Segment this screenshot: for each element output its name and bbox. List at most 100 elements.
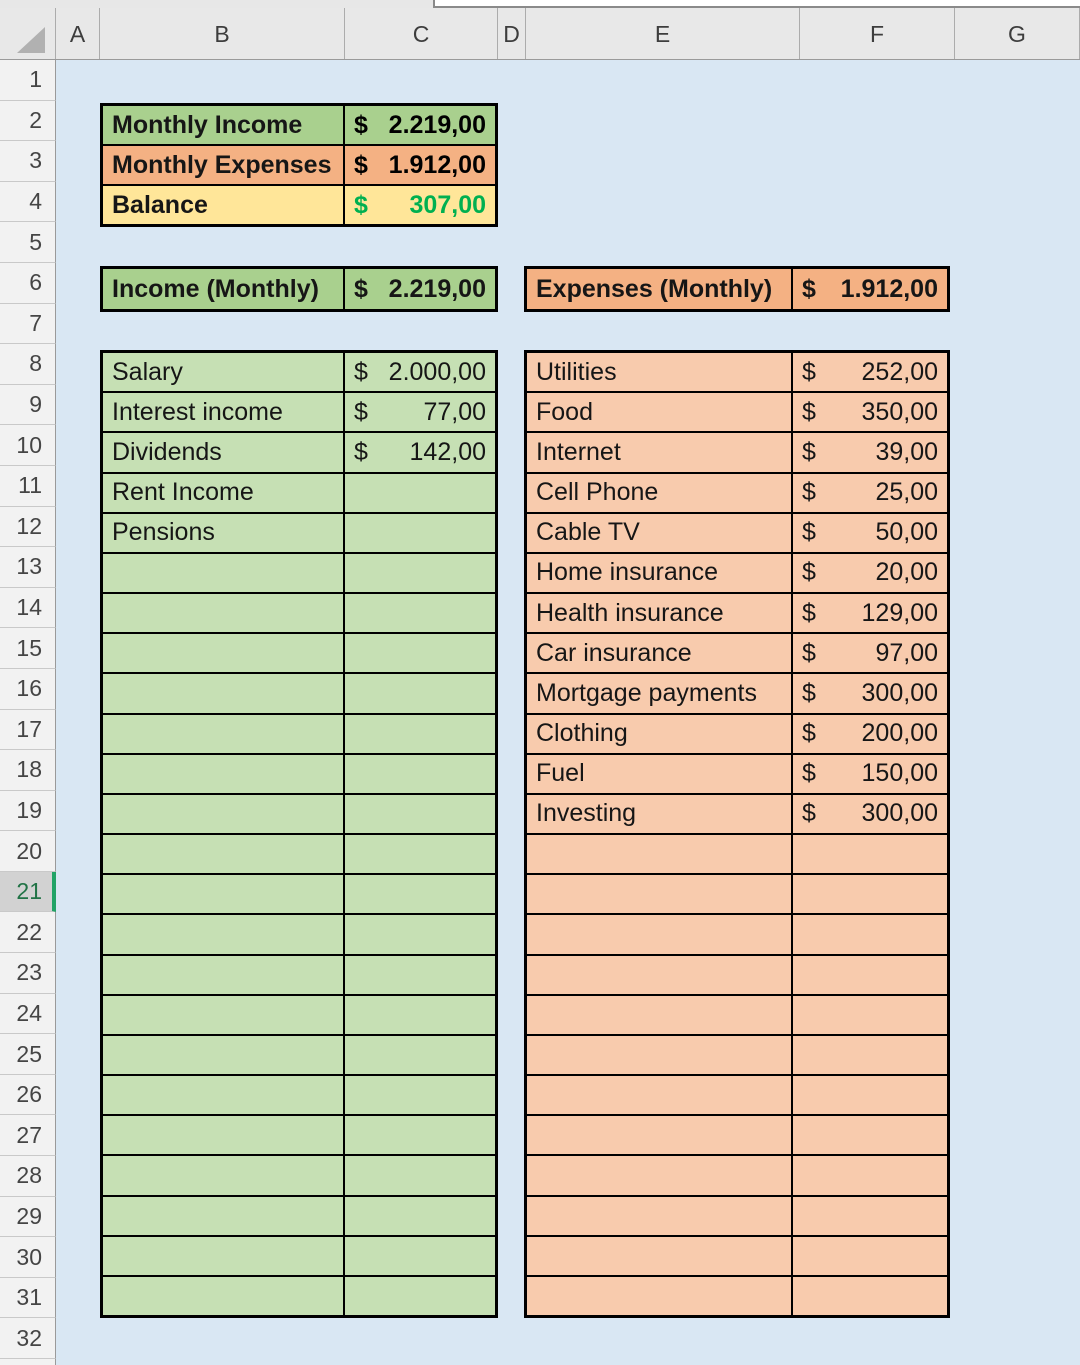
income-value-cell[interactable] [345,1156,495,1195]
income-value-cell[interactable] [345,1196,495,1235]
income-value-cell[interactable] [345,995,495,1034]
expenses-value-cell[interactable]: $25,00 [793,473,947,512]
row-header-18[interactable]: 18 [0,750,56,791]
column-header-G[interactable]: G [955,0,1080,59]
income-label-cell[interactable] [103,915,345,954]
income-value-cell[interactable] [345,1276,495,1316]
row-header-12[interactable]: 12 [0,506,56,548]
expenses-value-cell[interactable] [793,1236,947,1275]
expenses-value-cell[interactable] [793,1116,947,1155]
expenses-label-cell[interactable]: Food [527,393,793,432]
expenses-label-cell[interactable] [527,1076,793,1115]
income-value-cell[interactable] [345,634,495,673]
expenses-value-cell[interactable]: $20,00 [793,553,947,593]
expenses-label-cell[interactable]: Health insurance [527,594,793,633]
row-header-22[interactable]: 22 [0,912,56,954]
expenses-value-cell[interactable] [793,1035,947,1075]
row-header-5[interactable]: 5 [0,222,56,263]
income-value-cell[interactable] [345,794,495,834]
expenses-value-cell[interactable]: $300,00 [793,794,947,834]
income-value-cell[interactable] [345,1035,495,1075]
column-header-D[interactable]: D [498,0,526,59]
income-value-cell[interactable] [345,714,495,753]
income-value-cell[interactable]: $142,00 [345,433,495,472]
income-label-cell[interactable] [103,1116,345,1155]
expenses-label-cell[interactable] [527,1116,793,1155]
income-label-cell[interactable] [103,1035,345,1075]
row-header-4[interactable]: 4 [0,181,56,223]
expenses-label-cell[interactable] [527,1156,793,1195]
row-header-11[interactable]: 11 [0,465,56,507]
expenses-value-cell[interactable]: $200,00 [793,714,947,753]
income-value-cell[interactable]: $2.000,00 [345,353,495,392]
row-header-9[interactable]: 9 [0,384,56,426]
row-header-13[interactable]: 13 [0,547,56,588]
expenses-value-cell[interactable] [793,955,947,994]
income-header-label-cell[interactable]: Income (Monthly) [103,269,345,309]
row-header-32[interactable]: 32 [0,1318,56,1359]
expenses-label-cell[interactable] [527,915,793,954]
summary-value-cell[interactable]: $1.912,00 [345,146,495,184]
row-header-15[interactable]: 15 [0,628,56,669]
expenses-label-cell[interactable] [527,835,793,874]
income-header-value-cell[interactable]: $2.219,00 [345,269,495,309]
row-header-10[interactable]: 10 [0,425,56,466]
income-label-cell[interactable] [103,553,345,593]
column-header-A[interactable]: A [56,0,100,59]
expenses-value-cell[interactable]: $252,00 [793,353,947,392]
expenses-label-cell[interactable]: Investing [527,794,793,834]
row-header-21[interactable]: 21 [0,871,56,913]
expenses-value-cell[interactable]: $97,00 [793,634,947,673]
row-header-28[interactable]: 28 [0,1156,56,1197]
summary-label-cell[interactable]: Balance [103,186,345,224]
row-header-29[interactable]: 29 [0,1196,56,1238]
row-header-6[interactable]: 6 [0,262,56,304]
income-value-cell[interactable] [345,553,495,593]
expenses-header-label-cell[interactable]: Expenses (Monthly) [527,269,793,309]
expenses-label-cell[interactable]: Mortgage payments [527,674,793,713]
income-label-cell[interactable] [103,875,345,914]
expenses-value-cell[interactable]: $150,00 [793,754,947,793]
row-header-1[interactable]: 1 [0,60,56,101]
row-header-17[interactable]: 17 [0,709,56,751]
select-all-corner[interactable] [0,0,56,59]
income-value-cell[interactable] [345,955,495,994]
row-header-16[interactable]: 16 [0,668,56,710]
expenses-label-cell[interactable]: Cable TV [527,513,793,552]
income-value-cell[interactable] [345,1236,495,1275]
summary-value-cell[interactable]: $307,00 [345,186,495,224]
row-header-25[interactable]: 25 [0,1034,56,1075]
column-header-F[interactable]: F [800,0,955,59]
income-label-cell[interactable] [103,674,345,713]
income-label-cell[interactable]: Dividends [103,433,345,472]
income-value-cell[interactable] [345,754,495,793]
income-value-cell[interactable] [345,513,495,552]
summary-label-cell[interactable]: Monthly Income [103,106,345,144]
expenses-label-cell[interactable]: Cell Phone [527,473,793,512]
income-label-cell[interactable] [103,794,345,834]
row-header-2[interactable]: 2 [0,100,56,142]
column-header-C[interactable]: C [345,0,498,59]
expenses-value-cell[interactable] [793,915,947,954]
row-header-23[interactable]: 23 [0,953,56,994]
expenses-label-cell[interactable] [527,1236,793,1275]
row-header-8[interactable]: 8 [0,344,56,385]
expenses-label-cell[interactable]: Home insurance [527,553,793,593]
row-header-31[interactable]: 31 [0,1277,56,1319]
income-label-cell[interactable] [103,1076,345,1115]
expenses-value-cell[interactable] [793,995,947,1034]
income-value-cell[interactable] [345,875,495,914]
income-label-cell[interactable]: Interest income [103,393,345,432]
income-value-cell[interactable] [345,1076,495,1115]
income-label-cell[interactable] [103,1236,345,1275]
income-label-cell[interactable] [103,1196,345,1235]
expenses-value-cell[interactable] [793,875,947,914]
expenses-value-cell[interactable]: $129,00 [793,594,947,633]
summary-value-cell[interactable]: $2.219,00 [345,106,495,144]
income-label-cell[interactable]: Salary [103,353,345,392]
income-value-cell[interactable] [345,1116,495,1155]
income-label-cell[interactable]: Pensions [103,513,345,552]
expenses-label-cell[interactable] [527,875,793,914]
income-label-cell[interactable] [103,634,345,673]
income-value-cell[interactable] [345,835,495,874]
